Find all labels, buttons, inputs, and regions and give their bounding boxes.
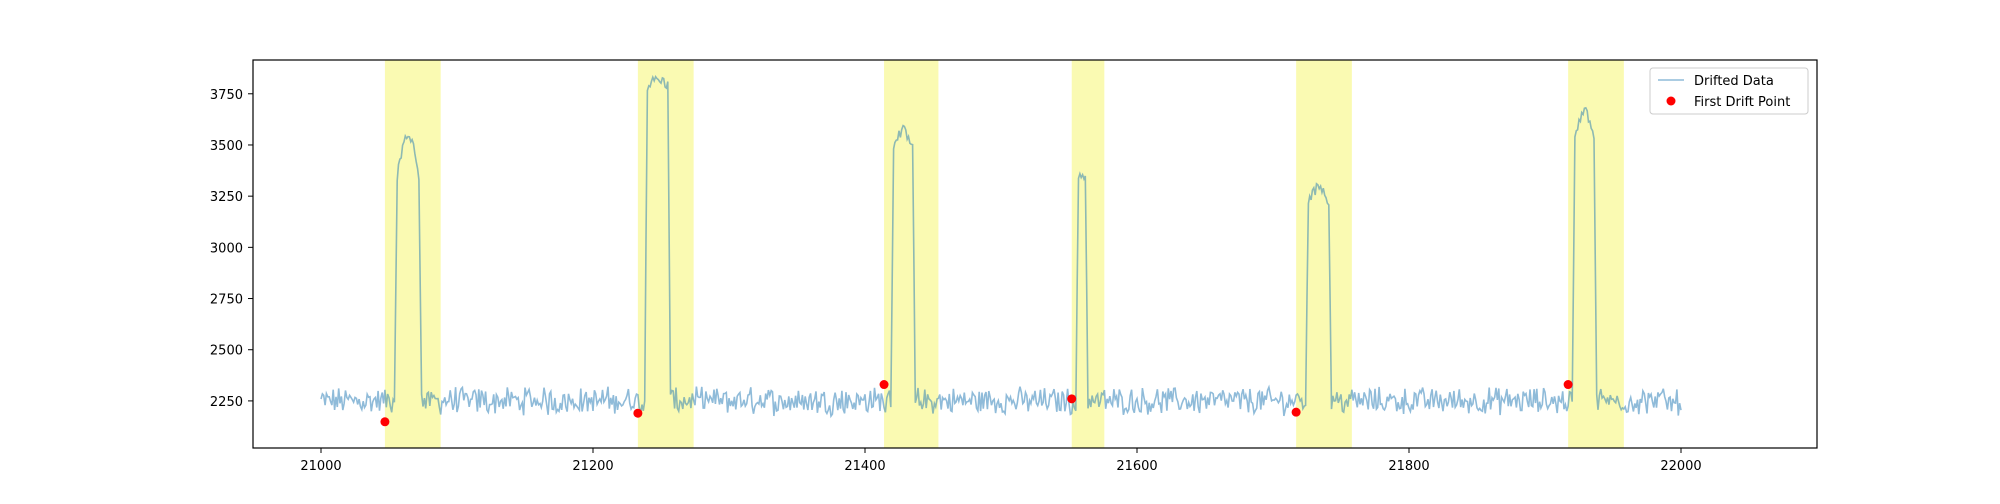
legend-label-drifted-data: Drifted Data <box>1694 74 1774 89</box>
first-drift-point-2 <box>633 408 643 418</box>
drifted-data-line <box>320 74 1682 419</box>
y-axis-ticks: 2250 2500 2750 3000 3250 3500 3750 <box>210 88 253 410</box>
x-tick-label: 21200 <box>572 459 613 474</box>
x-tick-label: 21800 <box>1388 459 1429 474</box>
y-tick-label: 2250 <box>210 395 243 410</box>
y-tick-label: 3000 <box>210 241 243 256</box>
drifted-data-series <box>320 74 1682 419</box>
legend-box <box>1649 67 1809 115</box>
x-tick-label: 21600 <box>1116 459 1157 474</box>
y-tick-label: 3750 <box>210 88 243 103</box>
first-drift-point-1 <box>380 417 390 427</box>
y-tick-label: 2750 <box>210 293 243 308</box>
x-tick-label: 22000 <box>1660 459 1701 474</box>
x-axis-ticks: 21000 21200 21400 21600 21800 22000 <box>300 448 1702 474</box>
y-tick-label: 3250 <box>210 190 243 205</box>
drift-region-5 <box>1296 60 1352 448</box>
first-drift-points <box>380 380 1573 427</box>
x-tick-label: 21000 <box>300 459 341 474</box>
legend-swatch-first-drift-point <box>1666 96 1676 106</box>
first-drift-point-4 <box>1067 394 1077 404</box>
y-tick-label: 2500 <box>210 344 243 359</box>
first-drift-point-5 <box>1291 407 1301 417</box>
drift-region-1 <box>384 60 441 448</box>
legend-label-first-drift-point: First Drift Point <box>1694 95 1790 110</box>
plot-area-frame <box>252 59 1818 449</box>
y-tick-label: 3500 <box>210 139 243 154</box>
first-drift-point-3 <box>879 380 889 390</box>
drift-regions <box>384 60 1624 448</box>
legend: Drifted Data First Drift Point <box>1649 67 1809 115</box>
first-drift-point-6 <box>1563 380 1573 390</box>
x-tick-label: 21400 <box>844 459 885 474</box>
